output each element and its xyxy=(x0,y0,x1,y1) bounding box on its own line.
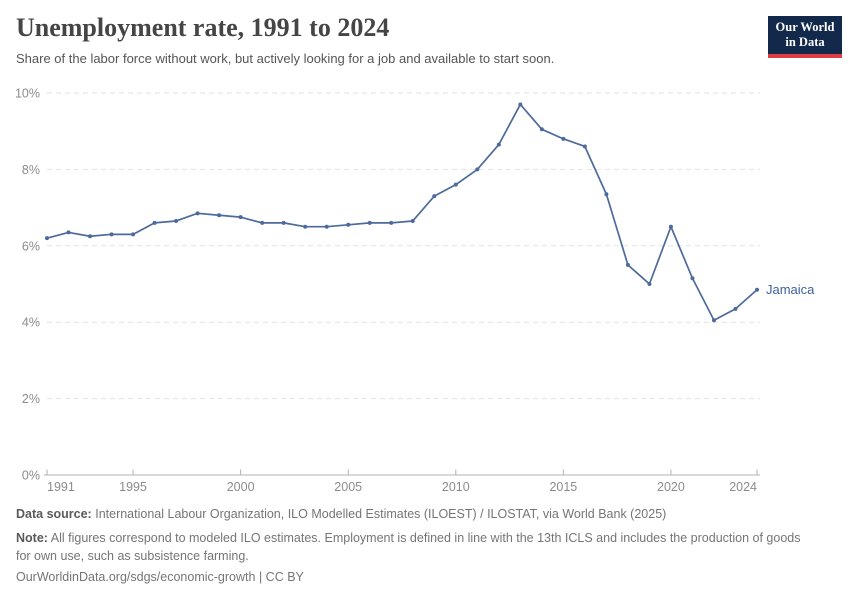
note-line: Note: All figures correspond to modeled … xyxy=(16,530,818,565)
x-axis-tick-label: 1991 xyxy=(47,480,75,494)
data-point[interactable] xyxy=(518,102,523,107)
data-source-text: International Labour Organization, ILO M… xyxy=(95,507,667,521)
citation-line: OurWorldinData.org/sdgs/economic-growth … xyxy=(16,569,818,586)
data-point[interactable] xyxy=(432,194,437,199)
owid-logo[interactable]: Our World in Data xyxy=(768,16,842,58)
data-source-line: Data source: International Labour Organi… xyxy=(16,506,818,523)
line-chart: 0% 2% 4% 6% 8% 10% 1991 1995 2000 2005 2010 2015 202… xyxy=(15,87,815,495)
data-point[interactable] xyxy=(260,220,265,225)
y-axis-tick-label: 0% xyxy=(22,469,40,483)
data-point[interactable] xyxy=(88,234,93,239)
data-point[interactable] xyxy=(109,232,114,237)
x-axis-tick-label: 2005 xyxy=(334,480,362,494)
data-point[interactable] xyxy=(66,230,71,235)
y-axis-tick-label: 8% xyxy=(22,163,40,177)
data-point[interactable] xyxy=(303,224,308,229)
x-axis-tick-label: 2000 xyxy=(227,480,255,494)
owid-logo-line2: in Data xyxy=(785,35,825,50)
owid-logo-line1: Our World xyxy=(775,20,835,34)
data-point[interactable] xyxy=(410,218,415,223)
x-axis-tick-label: 2020 xyxy=(657,480,685,494)
x-axis-tick-label: 2010 xyxy=(442,480,470,494)
page-title: Unemployment rate, 1991 to 2024 xyxy=(16,13,390,42)
footer-license-link[interactable]: CC BY xyxy=(265,569,304,584)
y-axis-tick-label: 10% xyxy=(15,87,40,101)
data-point[interactable] xyxy=(324,224,329,229)
y-axis-tick-label: 6% xyxy=(22,239,40,253)
chart-subtitle: Share of the labor force without work, b… xyxy=(16,51,555,67)
data-source-label: Data source: xyxy=(16,507,92,521)
footer-url-link[interactable]: OurWorldinData.org/sdgs/economic-growth xyxy=(16,569,256,584)
data-point[interactable] xyxy=(755,287,759,292)
data-point[interactable] xyxy=(367,220,372,225)
data-point[interactable] xyxy=(690,276,695,281)
data-point[interactable] xyxy=(152,220,157,225)
jamaica-line[interactable] xyxy=(46,103,758,322)
y-axis-tick-label: 2% xyxy=(22,392,40,406)
data-point[interactable] xyxy=(496,142,501,147)
data-point[interactable] xyxy=(668,224,673,229)
data-point[interactable] xyxy=(217,213,222,218)
chart-header: Unemployment rate, 1991 to 2024 Share of… xyxy=(16,12,554,68)
x-axis-tick-label: 2024 xyxy=(729,480,757,494)
data-point[interactable] xyxy=(733,306,738,311)
data-point[interactable] xyxy=(389,220,394,225)
data-point[interactable] xyxy=(582,144,587,149)
data-point[interactable] xyxy=(346,222,351,227)
data-point[interactable] xyxy=(625,262,630,267)
data-point[interactable] xyxy=(45,236,49,241)
footer-separator: | xyxy=(258,569,263,584)
chart-footer: Data source: International Labour Organi… xyxy=(16,506,818,593)
data-point[interactable] xyxy=(131,232,136,237)
data-point[interactable] xyxy=(604,192,609,197)
data-point[interactable] xyxy=(647,282,652,286)
data-point[interactable] xyxy=(174,218,179,223)
data-point[interactable] xyxy=(561,136,566,141)
data-point[interactable] xyxy=(281,220,286,225)
data-point[interactable] xyxy=(195,211,200,216)
x-axis-tick-label: 2015 xyxy=(549,480,577,494)
data-point[interactable] xyxy=(711,318,716,323)
data-point[interactable] xyxy=(453,182,458,187)
data-point[interactable] xyxy=(238,215,243,220)
note-text: All figures correspond to modeled ILO es… xyxy=(16,531,801,563)
data-point[interactable] xyxy=(475,167,480,172)
note-label: Note: xyxy=(16,531,48,546)
series-label-jamaica[interactable]: Jamaica xyxy=(766,282,815,297)
x-axis-tick-label: 1995 xyxy=(119,480,147,494)
y-axis-tick-label: 4% xyxy=(22,316,40,330)
data-point[interactable] xyxy=(539,127,544,132)
